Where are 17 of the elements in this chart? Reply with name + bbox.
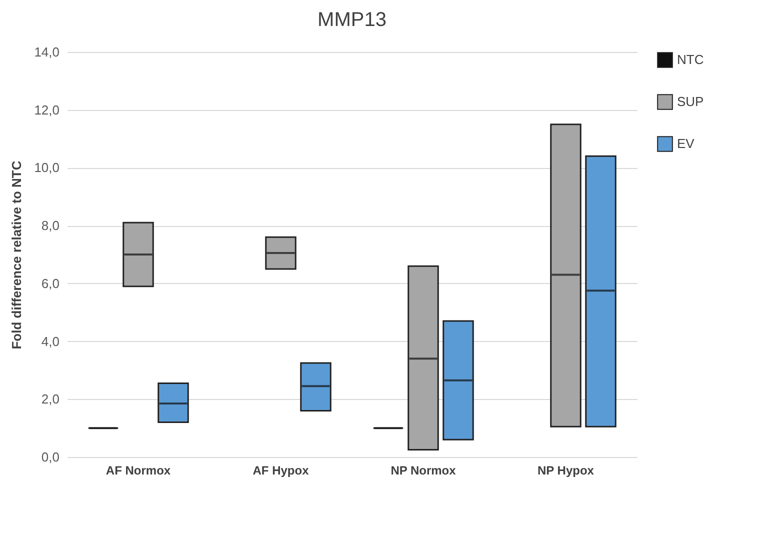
chart-title: MMP13: [318, 9, 386, 31]
y-tick-label: 12,0: [34, 102, 60, 118]
legend-label: NTC: [677, 52, 704, 67]
x-tick-label: AF Normox: [106, 464, 171, 478]
y-tick-label: 6,0: [41, 276, 60, 291]
y-tick-label: 14,0: [34, 44, 60, 60]
y-tick-label: 2,0: [41, 392, 60, 407]
y-tick-label: 8,0: [41, 218, 60, 234]
y-axis-title: Fold difference relative to NTC: [9, 160, 24, 350]
y-tick-label: 4,0: [41, 334, 60, 349]
y-tick-label: 0,0: [41, 450, 60, 464]
y-tick-label: 10,0: [34, 160, 60, 176]
x-tick-label: AF Hypox: [252, 464, 310, 478]
x-tick-label: NP Normox: [390, 464, 456, 478]
x-tick-label: NP Hypox: [538, 464, 594, 478]
legend-label: SUP: [677, 94, 704, 109]
legend-label: EV: [677, 136, 695, 151]
